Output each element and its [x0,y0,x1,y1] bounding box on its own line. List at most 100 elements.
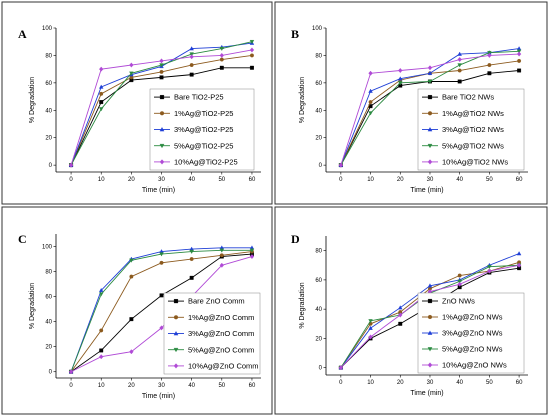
data-point [159,260,164,265]
legend-item: 10%Ag@TiO2-P25 [154,158,238,167]
data-point [250,65,254,70]
legend-marker [427,159,433,165]
data-point [159,252,164,257]
legend-item: 10%Ag@ZnO NWs [422,361,507,370]
data-point [189,54,194,60]
data-point [368,100,373,105]
data-point [487,265,492,270]
legend-label: 10%Ag@ZnO NWs [442,361,507,370]
legend-label: 10%Ag@TiO2-P25 [174,158,238,167]
panel-border [274,1,548,205]
data-point [368,319,373,324]
x-tick-label: 60 [516,177,523,183]
x-tick-label: 40 [188,177,195,183]
data-point [129,258,134,263]
legend-marker [159,127,165,132]
legend-label: 3%Ag@ZnO NWs [442,329,503,338]
series-5pct [338,49,522,168]
legend-marker [427,127,433,132]
data-point [457,281,462,287]
y-tick-label: 0 [319,163,323,169]
data-point [517,68,522,73]
data-point [250,53,254,58]
data-point [129,349,134,355]
legend-marker [427,330,433,335]
data-point [219,57,224,62]
panel-border [1,206,273,415]
data-point [99,348,104,353]
y-tick-label: 0 [49,163,53,169]
y-tick-label: 40 [45,320,52,326]
data-point [338,365,344,371]
legend-item: 3%Ag@ZnO Comm [168,329,254,338]
legend-marker [427,111,433,116]
data-point [517,58,522,63]
legend-item: Bare TiO2-P25 [154,93,224,102]
data-point [457,57,462,63]
x-tick-label: 40 [456,380,463,386]
y-tick-label: 100 [42,26,53,32]
y-tick-label: 80 [315,53,322,59]
legend-label: 1%Ag@TiO2-P25 [174,109,233,118]
data-point [159,63,164,68]
data-point [189,63,194,67]
data-point [368,111,373,116]
y-axis-title: % Degradation [299,77,306,123]
y-tick-label: 40 [315,307,322,313]
data-point [487,63,492,67]
data-point [487,71,492,76]
data-point [516,262,522,268]
x-tick-label: 50 [218,383,225,389]
legend-marker [173,331,179,336]
x-axis-title: Time (min) [142,187,175,194]
x-tick-label: 50 [486,177,493,183]
legend-marker [427,298,433,304]
data-point [249,248,255,253]
x-tick-label: 40 [188,383,195,389]
legend-marker [159,95,165,100]
data-point [68,369,74,375]
legend-marker [173,347,179,353]
x-tick-label: 60 [516,380,523,386]
data-point [129,71,134,76]
series-10pct [338,262,522,371]
x-tick-label: 0 [69,177,73,183]
data-point [189,249,194,254]
legend-item: Bare TiO2 NWs [422,93,494,102]
y-axis-title: % Degradation [29,283,36,329]
legend-label: 10%Ag@ZnO Comm [188,362,259,371]
data-point [98,84,104,89]
data-point [129,62,134,68]
data-point [189,46,194,51]
legend-marker [427,143,433,149]
y-tick-label: 0 [319,366,323,372]
data-point [398,68,403,73]
data-point [159,75,164,80]
data-point [159,325,164,331]
legend-item: 3%Ag@ZnO NWs [422,329,503,338]
y-tick-label: 100 [312,26,323,32]
legend-label: 5%Ag@ZnO NWs [442,345,503,354]
legend-label: ZnO NWs [442,297,475,306]
y-tick-label: 100 [42,245,53,251]
series-10pct [68,47,255,168]
legend-label: Bare ZnO Comm [188,297,245,306]
data-point [99,354,104,360]
data-point [427,79,433,84]
legend-label: Bare TiO2 NWs [442,93,494,102]
legend-marker [173,363,179,369]
data-point [99,66,104,72]
x-tick-label: 50 [486,380,493,386]
legend-item: 5%Ag@TiO2-P25 [154,141,233,150]
data-point [189,275,194,280]
x-axis-title: Time (min) [142,393,175,400]
data-point [189,257,194,261]
data-point [159,293,164,298]
panel-letter: A [18,27,27,41]
y-tick-label: 20 [315,136,322,142]
data-point [427,65,433,71]
data-point [159,58,164,64]
legend-item: 1%Ag@TiO2-P25 [154,109,233,118]
series-10pct [68,254,255,375]
legend-item: 5%Ag@ZnO NWs [422,345,503,354]
